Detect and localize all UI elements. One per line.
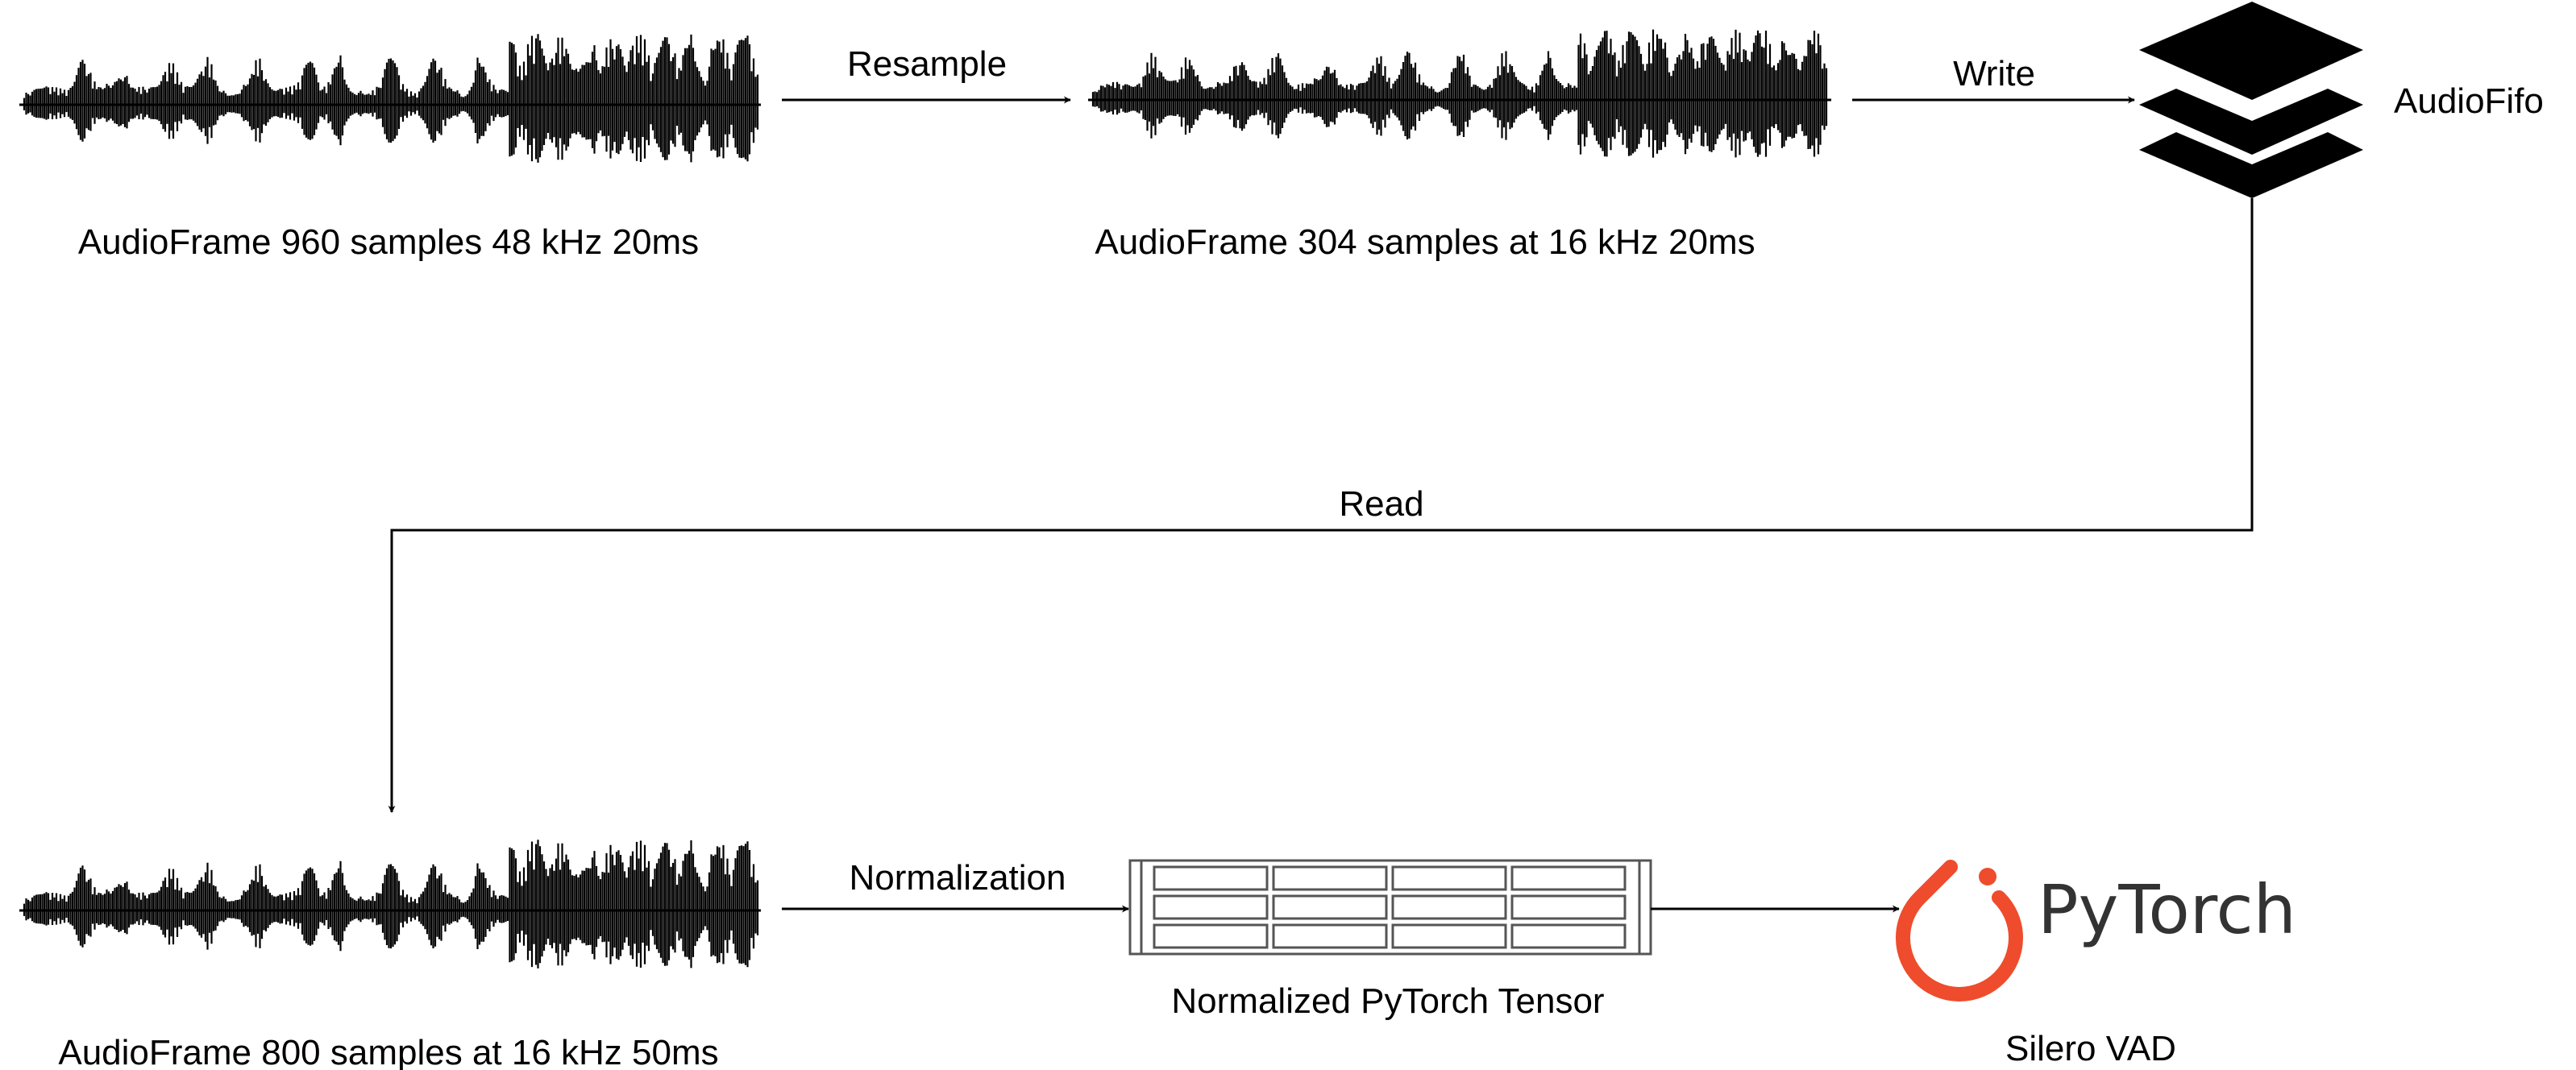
waveform-16k-20ms <box>1088 29 1831 158</box>
resample-label: Resample <box>847 44 1007 84</box>
waveform-trace <box>23 840 759 968</box>
read-arrow <box>388 198 2254 813</box>
tensor-cell <box>1391 923 1507 949</box>
layers-stack-icon <box>2139 2 2363 198</box>
tensor-grid-icon <box>1128 859 1652 956</box>
pytorch-wordmark: PyTorch <box>2038 870 2296 949</box>
waveform-trace <box>1091 29 1828 158</box>
tensor-cell <box>1272 894 1388 920</box>
normalization-label: Normalization <box>850 858 1066 898</box>
waveform-16k-50ms <box>19 840 761 968</box>
tensor-cell <box>1272 865 1388 891</box>
tensor-cell <box>1510 865 1627 891</box>
write-label: Write <box>1953 54 2035 93</box>
frame-48k-caption: AudioFrame 960 samples 48 kHz 20ms <box>78 222 699 262</box>
fifo-caption: AudioFifo <box>2394 81 2544 121</box>
frame-16k-caption: AudioFrame 304 samples at 16 kHz 20ms <box>1095 222 1755 262</box>
tensor-caption: Normalized PyTorch Tensor <box>1171 981 1604 1021</box>
waveform-48k-20ms <box>19 34 761 163</box>
waveform-trace <box>23 34 759 163</box>
tensor-cell <box>1153 923 1269 949</box>
tensor-cell <box>1510 923 1627 949</box>
tensor-cell <box>1391 865 1507 891</box>
vad-caption: Silero VAD <box>2005 1029 2176 1068</box>
tensor-cell <box>1510 894 1627 920</box>
frame-50ms-caption: AudioFrame 800 samples at 16 kHz 50ms <box>58 1033 718 1070</box>
tensor-cell <box>1153 894 1269 920</box>
read-label: Read <box>1339 484 1423 524</box>
pytorch-logo-icon <box>1896 860 2023 1002</box>
tensor-cell <box>1272 923 1388 949</box>
tensor-cell <box>1391 894 1507 920</box>
tensor-cell <box>1153 865 1269 891</box>
